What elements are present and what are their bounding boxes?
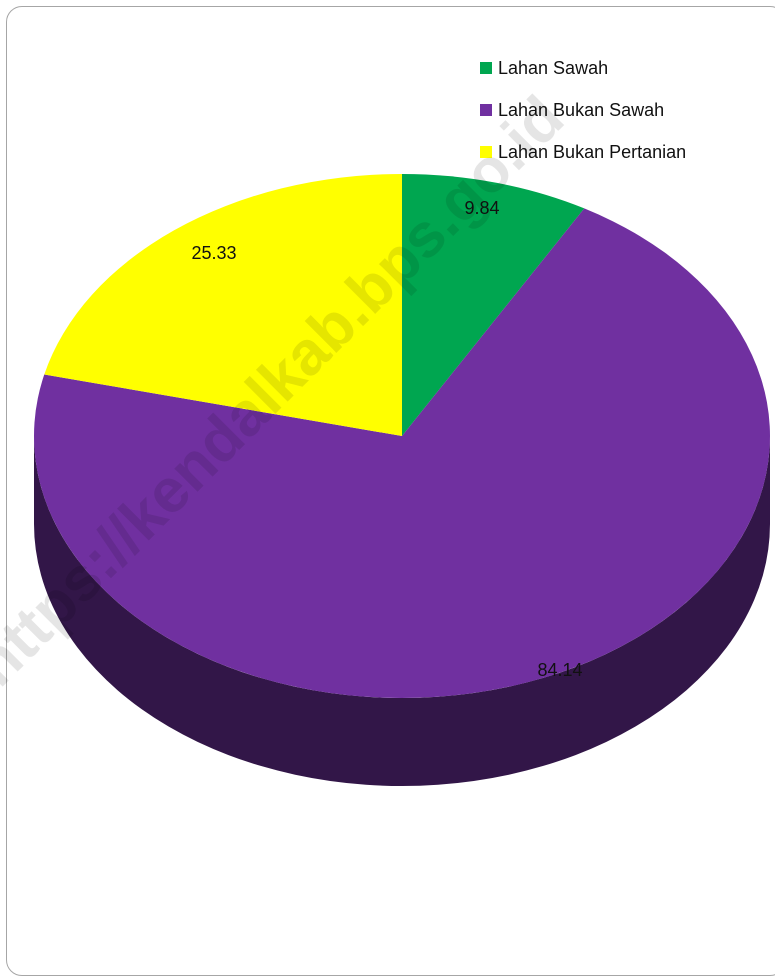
pie-slice bbox=[44, 174, 402, 436]
pie-slice bbox=[402, 174, 585, 436]
legend-label: Lahan Bukan Sawah bbox=[498, 99, 665, 120]
data-label: 25.33 bbox=[191, 243, 236, 263]
legend-item: Lahan Sawah bbox=[480, 57, 686, 79]
legend-label: Lahan Bukan Pertanian bbox=[498, 141, 687, 162]
legend-swatch bbox=[480, 62, 492, 74]
legend-item: Lahan Bukan Sawah bbox=[480, 99, 686, 121]
legend: Lahan Sawah Lahan Bukan Sawah Lahan Buka… bbox=[480, 57, 686, 183]
legend-swatch bbox=[480, 146, 492, 158]
pie-slice bbox=[34, 208, 770, 698]
data-label: 84.14 bbox=[537, 660, 582, 680]
data-label: 9.84 bbox=[464, 198, 499, 218]
legend-swatch bbox=[480, 104, 492, 116]
pie-slice-side bbox=[34, 436, 770, 786]
legend-label: Lahan Sawah bbox=[498, 57, 609, 78]
legend-item: Lahan Bukan Pertanian bbox=[480, 141, 686, 163]
